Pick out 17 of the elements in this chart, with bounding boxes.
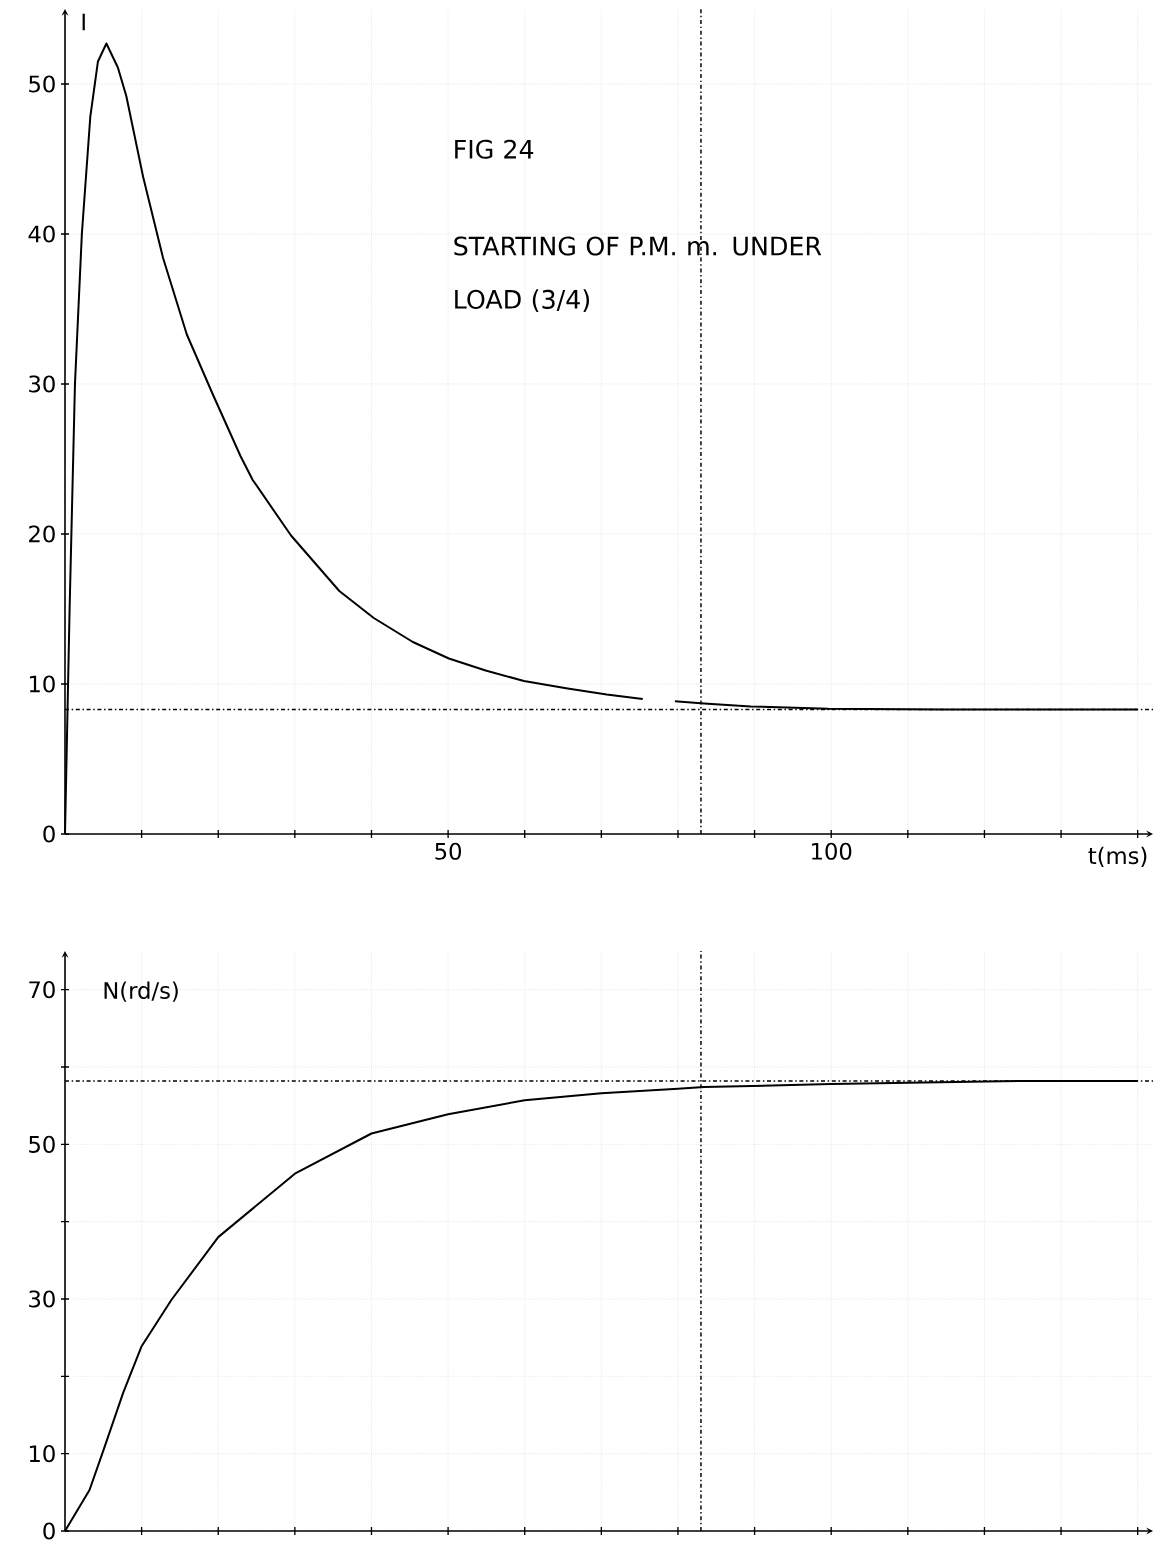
- y-tick-label: 30: [29, 1290, 55, 1308]
- y-tick-label: 0: [43, 1522, 55, 1540]
- y-axis-title: N(rd/s): [104, 981, 178, 1002]
- y-tick-label: 0: [43, 825, 55, 843]
- y-tick-label: 20: [29, 525, 55, 543]
- x-tick-label: 100: [812, 842, 852, 860]
- y-tick-label: 10: [29, 1445, 55, 1463]
- y-tick-label: 10: [29, 675, 55, 693]
- text: STARTING OF P.M. m. UNDER LOAD (3/4): [454, 236, 822, 312]
- y-tick-label: 30: [29, 375, 55, 393]
- y-axis-title: I: [82, 13, 85, 31]
- y-tick-label: 70: [29, 981, 55, 999]
- y-tick-label: 50: [29, 1135, 55, 1153]
- y-tick-label: 50: [29, 75, 55, 93]
- x-axis-title: t(ms): [1088, 846, 1147, 867]
- text: FIG 24: [455, 139, 534, 159]
- y-tick-label: 40: [28, 225, 55, 243]
